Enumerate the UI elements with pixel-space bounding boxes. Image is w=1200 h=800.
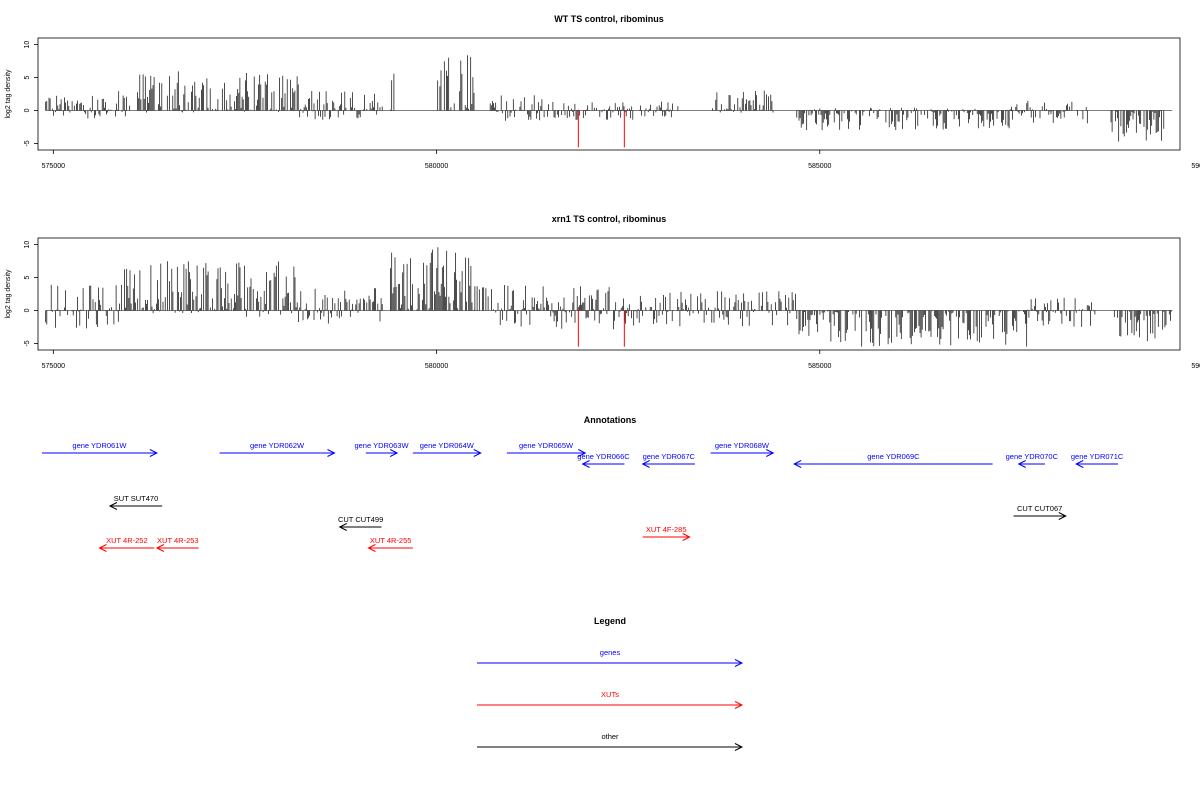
legend-label: genes [600,648,621,657]
y-tick-label: 5 [24,75,31,79]
annotation-label: gene YDR064W [420,441,475,450]
wt-track-panel: WT TS control, ribominus 10 5 0 -5 log2 tag d… [5,14,1200,170]
annotation-arrow-xut-4r-252 [98,544,155,552]
plot-frame [37,37,1181,151]
legend-arrow-other [477,743,744,751]
x-tick-label: 590000 [1191,363,1200,370]
panel-title: xrn1 TS control, ribominus [552,214,667,224]
annotation-arrow-gene-ydr069c [793,460,993,468]
x-tick-label: 580000 [425,163,448,170]
annotation-label: gene YDR068W [715,441,770,450]
annotation-label: gene YDR062W [250,441,305,450]
annotation-label: CUT CUT499 [338,515,383,524]
annotation-arrow-gene-ydr064w [412,449,482,457]
x-tick-label: 585000 [808,163,831,170]
annotation-label: gene YDR061W [72,441,127,450]
annotation-label: XUT 4R-252 [106,536,148,545]
annotation-arrow-gene-ydr066c [581,460,625,468]
y-tick-label: 0 [24,108,31,112]
y-axis-label: log2 tag density [5,269,12,319]
panel-title: WT TS control, ribominus [554,14,664,24]
annotation-arrow-cut-cut067 [1013,512,1067,520]
annotation-label: gene YDR066C [577,452,630,461]
annotation-arrow-gene-ydr062w [219,449,336,457]
legend-label: XUTs [601,690,619,699]
xrn1-track-panel: xrn1 TS control, ribominus 10 5 0 -5 log2 tag… [5,214,1200,370]
legend-title: Legend [594,616,626,626]
annotation-arrow-gene-ydr067c [641,460,695,468]
annotation-label: gene YDR069C [867,452,920,461]
annotation-arrow-xut-4r-253 [155,544,199,552]
legend-panel: Legend genes XUTs other [477,616,744,751]
legend-arrow-gene [477,659,744,667]
annotation-arrow-gene-ydr061w [42,449,159,457]
annotation-arrow-cut-cut499 [338,523,382,531]
y-tick-label: 0 [24,308,31,312]
annotation-label: XUT 4R-253 [157,536,199,545]
annotation-label: CUT CUT067 [1017,504,1062,513]
annotation-label: XUT 4F-285 [646,525,687,534]
y-tick-label: -5 [24,140,31,146]
annotation-arrow-xut-4r-255 [367,544,413,552]
annotation-arrow-gene-ydr063w [365,449,399,457]
annotation-arrow-sut-sut470 [108,502,163,510]
x-tick-label: 575000 [42,363,65,370]
x-tick-label: 585000 [808,363,831,370]
annotations-panel: Annotations gene YDR061W gene YDR062W gene … [42,415,1124,552]
annotation-label: gene YDR063W [354,441,409,450]
y-tick-label: -5 [24,340,31,346]
annotations-title: Annotations [584,415,637,425]
x-tick-label: 575000 [42,163,65,170]
annotation-arrow-gene-ydr070c [1017,460,1045,468]
annotation-label: XUT 4R-255 [370,536,412,545]
annotation-label: SUT SUT470 [114,494,158,503]
x-tick-label: 580000 [425,363,448,370]
y-tick-label: 5 [24,275,31,279]
x-tick-label: 590000 [1191,163,1200,170]
y-tick-label: 10 [24,41,31,49]
density-bars [45,247,1172,347]
annotation-arrow-gene-ydr071c [1075,460,1118,468]
y-tick-label: 10 [24,241,31,249]
legend-label: other [601,732,619,741]
annotation-label: gene YDR070C [1006,452,1059,461]
annotation-label: gene YDR065W [519,441,574,450]
annotation-label: gene YDR071C [1071,452,1124,461]
density-bars [45,55,1165,142]
legend-arrow-xut [477,701,744,709]
annotation-label: gene YDR067C [643,452,696,461]
annotation-arrow-gene-ydr065w [506,449,587,457]
y-axis-label: log2 tag density [5,69,12,119]
plot-frame [37,237,1181,351]
annotation-arrow-xut-4f-285 [642,533,691,541]
annotation-arrow-gene-ydr068w [710,449,775,457]
